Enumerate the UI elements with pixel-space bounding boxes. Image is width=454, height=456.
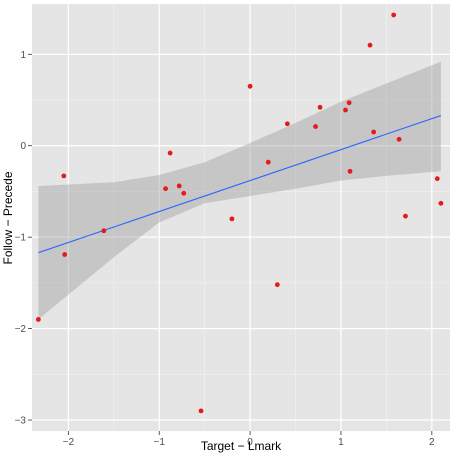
data-point [62, 252, 68, 257]
x-tick-label: −2 [63, 437, 75, 448]
y-tick-label: −3 [15, 416, 27, 427]
x-tick-label: 0 [247, 437, 253, 448]
data-point [317, 104, 323, 110]
data-point [347, 168, 353, 174]
data-point [434, 176, 440, 182]
data-point [61, 173, 67, 179]
data-point [181, 190, 187, 196]
data-point [163, 186, 168, 192]
data-point [198, 408, 204, 414]
x-tick-label: −1 [154, 437, 166, 448]
data-point [247, 83, 253, 89]
data-point [371, 129, 377, 135]
data-point [313, 124, 318, 129]
data-point [367, 42, 373, 48]
y-tick-label: 0 [20, 141, 26, 152]
y-axis-ticks: −3 −2 −1 0 1 [15, 50, 32, 427]
plot-panel [32, 4, 450, 431]
y-tick-label: 1 [20, 50, 26, 61]
x-tick-label: 1 [338, 437, 344, 448]
x-tick-label: 2 [429, 437, 435, 448]
data-point [167, 150, 173, 156]
confidence-band [38, 61, 441, 320]
data-points [35, 12, 444, 414]
data-point [274, 282, 280, 288]
x-axis-ticks: −2 −1 0 1 2 [63, 431, 435, 448]
data-point [229, 216, 235, 222]
data-point [391, 12, 397, 18]
data-point [343, 107, 348, 113]
data-point [35, 317, 41, 322]
x-axis-title: Target − Lmark [201, 439, 282, 453]
data-point [403, 213, 408, 219]
minor-gridlines [32, 4, 450, 431]
data-point [346, 100, 352, 106]
data-point [265, 159, 271, 165]
data-point [176, 183, 182, 189]
y-axis-title: Follow − Precede [1, 171, 15, 264]
data-point [284, 121, 290, 127]
data-point [438, 200, 444, 206]
y-tick-label: −1 [15, 233, 27, 244]
data-point [396, 136, 402, 142]
major-gridlines [32, 4, 450, 431]
data-point [101, 228, 107, 234]
y-tick-label: −2 [15, 324, 27, 335]
